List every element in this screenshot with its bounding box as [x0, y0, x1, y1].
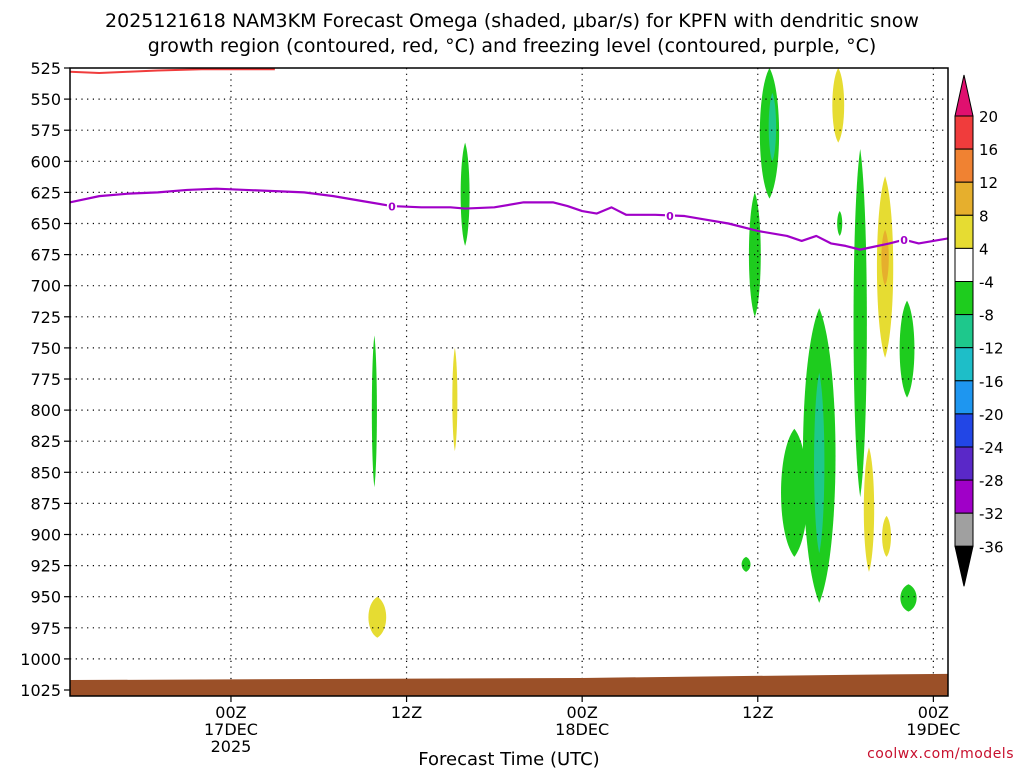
x-tick-label-6-1: 17DEC — [204, 720, 258, 739]
omega-region-green-updraft-8 — [899, 300, 915, 398]
pressure-axis: 525 550 575 600 625 650 675 700 725 750 775 800 825 8… — [20, 59, 70, 700]
y-tick-label-900: 900 — [30, 526, 61, 545]
y-tick-label-925: 925 — [30, 557, 61, 576]
omega-region-green-updraft-9 — [900, 584, 917, 612]
freezing-level-label: 0 — [666, 210, 674, 223]
colorbar-bin-9 — [954, 380, 974, 415]
colorbar-label-0: 20 — [979, 108, 998, 126]
colorbar-label-4: 4 — [979, 240, 989, 258]
colorbar-bin-6 — [954, 281, 974, 316]
y-tick-label-1025: 1025 — [20, 681, 61, 700]
omega-region-yellow-descent-5 — [863, 447, 875, 572]
colorbar-label-6: -8 — [979, 307, 994, 325]
x-tick-label-30-1: 18DEC — [555, 720, 609, 739]
omega-region-green-updraft-1 — [460, 142, 470, 246]
omega-region-green-updraft-12 — [741, 556, 751, 572]
y-tick-label-525: 525 — [30, 59, 61, 78]
omega-region-yellow-descent-1 — [452, 347, 458, 452]
y-tick-label-675: 675 — [30, 246, 61, 265]
y-tick-label-625: 625 — [30, 183, 61, 202]
colorbar-label-10: -24 — [979, 439, 1004, 457]
colorbar-bin-4 — [954, 214, 974, 249]
y-tick-label-775: 775 — [30, 370, 61, 389]
colorbar-label-13: -36 — [979, 538, 1004, 556]
y-tick-label-700: 700 — [30, 277, 61, 296]
colorbar-bottom-arrow — [954, 545, 974, 587]
colorbar-label-2: 12 — [979, 174, 998, 192]
colorbar-top-arrow — [954, 74, 974, 117]
freezing-level-label: 0 — [900, 234, 908, 247]
x-tick-label-42-0: 12Z — [742, 703, 773, 722]
colorbar-bin-3 — [954, 181, 974, 216]
colorbar-label-7: -12 — [979, 340, 1004, 358]
y-tick-label-750: 750 — [30, 339, 61, 358]
y-tick-label-850: 850 — [30, 463, 61, 482]
omega-region-yellow-descent-3 — [832, 68, 845, 143]
y-tick-label-950: 950 — [30, 588, 61, 607]
colorbar-label-11: -28 — [979, 472, 1004, 490]
colorbar-label-8: -16 — [979, 373, 1004, 391]
omega-region-green-updraft-5 — [781, 428, 808, 557]
omega-region-green-updraft-7 — [853, 148, 867, 498]
plot-frame — [69, 67, 949, 697]
freezing-level-label-bg — [899, 232, 910, 246]
y-tick-label-1000: 1000 — [20, 650, 61, 669]
colorbar-bin-8 — [954, 347, 974, 382]
colorbar-bin-12 — [954, 479, 974, 514]
colorbar-label-5: -4 — [979, 274, 994, 292]
chart-title-line-2: growth region (contoured, red, °C) and f… — [148, 35, 877, 57]
chart-title-line-1: 2025121618 NAM3KM Forecast Omega (shaded… — [105, 10, 919, 32]
colorbar-bin-2 — [954, 148, 974, 183]
colorbar-label-3: 8 — [979, 207, 989, 225]
omega-region-yellow-descent-8 — [1011, 236, 1023, 392]
y-tick-label-650: 650 — [30, 215, 61, 234]
omega-region-teal-core-2 — [814, 372, 825, 554]
y-tick-label-975: 975 — [30, 619, 61, 638]
omega-region-yellow-descent-6 — [882, 515, 891, 557]
omega-region-yellow-descent-2 — [368, 596, 387, 638]
colorbar-bin-5 — [954, 247, 974, 282]
colorbar-bin-7 — [954, 314, 974, 349]
y-tick-label-800: 800 — [30, 401, 61, 420]
x-tick-label-54-0: 00Z — [918, 703, 949, 722]
freezing-level-label: 0 — [388, 201, 396, 214]
dendritic-growth-contour — [70, 68, 275, 74]
omega-region-green-updraft-10 — [1007, 528, 1012, 540]
x-axis-title: Forecast Time (UTC) — [418, 749, 599, 768]
colorbar-bin-11 — [954, 446, 974, 481]
credit-text: coolwx.com/models — [867, 746, 1014, 762]
colorbar-bin-1 — [954, 115, 974, 150]
y-tick-label-725: 725 — [30, 308, 61, 327]
colorbar-label-1: 16 — [979, 141, 998, 159]
y-tick-label-825: 825 — [30, 432, 61, 451]
omega-region-green-updraft-11 — [1007, 622, 1012, 637]
omega-region-green-updraft-2 — [371, 335, 377, 488]
y-tick-label-550: 550 — [30, 90, 61, 109]
terrain-layer — [70, 673, 948, 696]
contour-layer: 0 0 0 — [70, 68, 948, 251]
freezing-level-contour — [70, 187, 948, 251]
y-tick-label-875: 875 — [30, 494, 61, 513]
colorbar-bin-13 — [954, 512, 974, 547]
chart-title: 2025121618 NAM3KM Forecast Omega (shaded… — [105, 10, 919, 57]
omega-shading-layer — [368, 68, 1023, 638]
colorbar-label-9: -20 — [979, 406, 1004, 424]
y-tick-label-600: 600 — [30, 152, 61, 171]
x-tick-label-54-1: 19DEC — [906, 720, 960, 739]
colorbar-legend: 20 16 12 8 4 -4 -8 -12 -16 -20 -24 -28 -32 -36 — [954, 74, 1004, 587]
y-tick-label-575: 575 — [30, 121, 61, 140]
freezing-level-label-bg — [664, 208, 675, 222]
colorbar-bin-10 — [954, 413, 974, 448]
terrain-fill — [70, 673, 948, 696]
x-tick-label-6-0: 00Z — [215, 703, 246, 722]
x-tick-label-18-0: 12Z — [391, 703, 422, 722]
x-tick-label-6-2: 2025 — [211, 737, 252, 756]
x-tick-label-30-0: 00Z — [567, 703, 598, 722]
omega-region-teal-core-1 — [768, 92, 777, 162]
freezing-level-label-bg — [386, 199, 397, 213]
colorbar-label-12: -32 — [979, 505, 1004, 523]
